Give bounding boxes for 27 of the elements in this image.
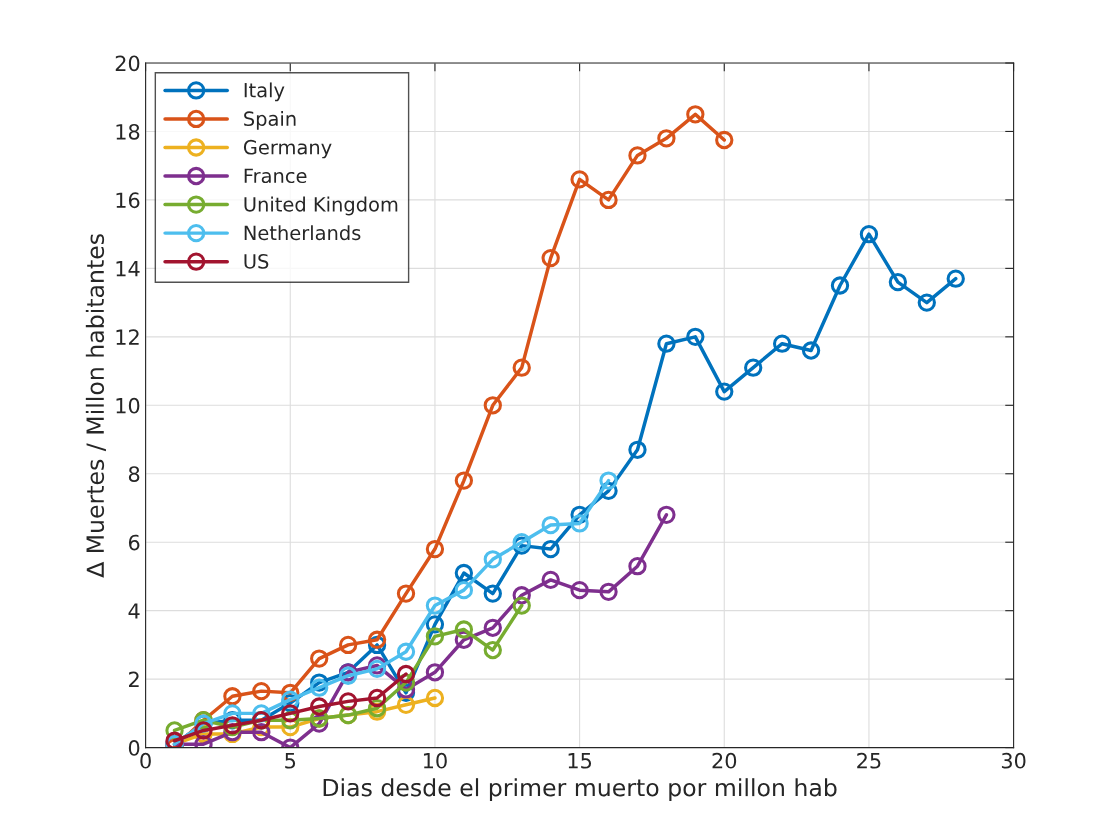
- x-tick-label: 25: [857, 752, 881, 769]
- y-tick-label: 6: [128, 534, 140, 551]
- y-tick-label: 20: [115, 55, 140, 72]
- x-tick-label: 30: [1001, 752, 1026, 769]
- x-tick-label: 10: [423, 752, 447, 769]
- y-tick-label: 4: [128, 603, 140, 619]
- legend-label: Italy: [244, 82, 285, 102]
- legend-label: Spain: [244, 110, 296, 130]
- legend-label: United Kingdom: [244, 196, 398, 216]
- x-tick-label: 20: [712, 752, 737, 769]
- legend-label: Netherlands: [244, 225, 361, 241]
- y-tick-label: 2: [129, 671, 139, 688]
- x-axis-title: Dias desde el primer muerto por millon hab: [323, 778, 837, 802]
- legend-label: Germany: [243, 139, 332, 159]
- x-tick-label: 0: [140, 752, 151, 769]
- y-tick-label: 18: [116, 123, 140, 140]
- y-tick-label: 12: [116, 329, 139, 345]
- y-axis-title: ∆ Muertes / Millon habitantes: [85, 234, 106, 578]
- x-tick-label: 5: [285, 753, 296, 769]
- y-tick-label: 10: [116, 397, 140, 414]
- y-tick-label: 8: [128, 466, 140, 482]
- legend-label: US: [244, 254, 269, 269]
- x-tick-label: 15: [568, 753, 592, 769]
- y-tick-label: 16: [116, 192, 140, 209]
- y-tick-label: 14: [116, 261, 140, 277]
- y-tick-label: 0: [128, 740, 140, 756]
- legend-label: France: [244, 168, 307, 184]
